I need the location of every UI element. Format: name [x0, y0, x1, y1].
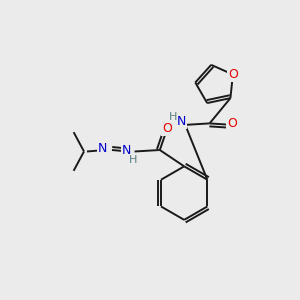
Text: N: N — [177, 115, 186, 128]
Text: O: O — [227, 117, 237, 130]
Text: N: N — [98, 142, 107, 155]
Text: H: H — [129, 155, 137, 165]
Text: O: O — [162, 122, 172, 135]
Text: N: N — [122, 143, 132, 157]
Text: O: O — [228, 68, 238, 81]
Text: H: H — [169, 112, 177, 122]
